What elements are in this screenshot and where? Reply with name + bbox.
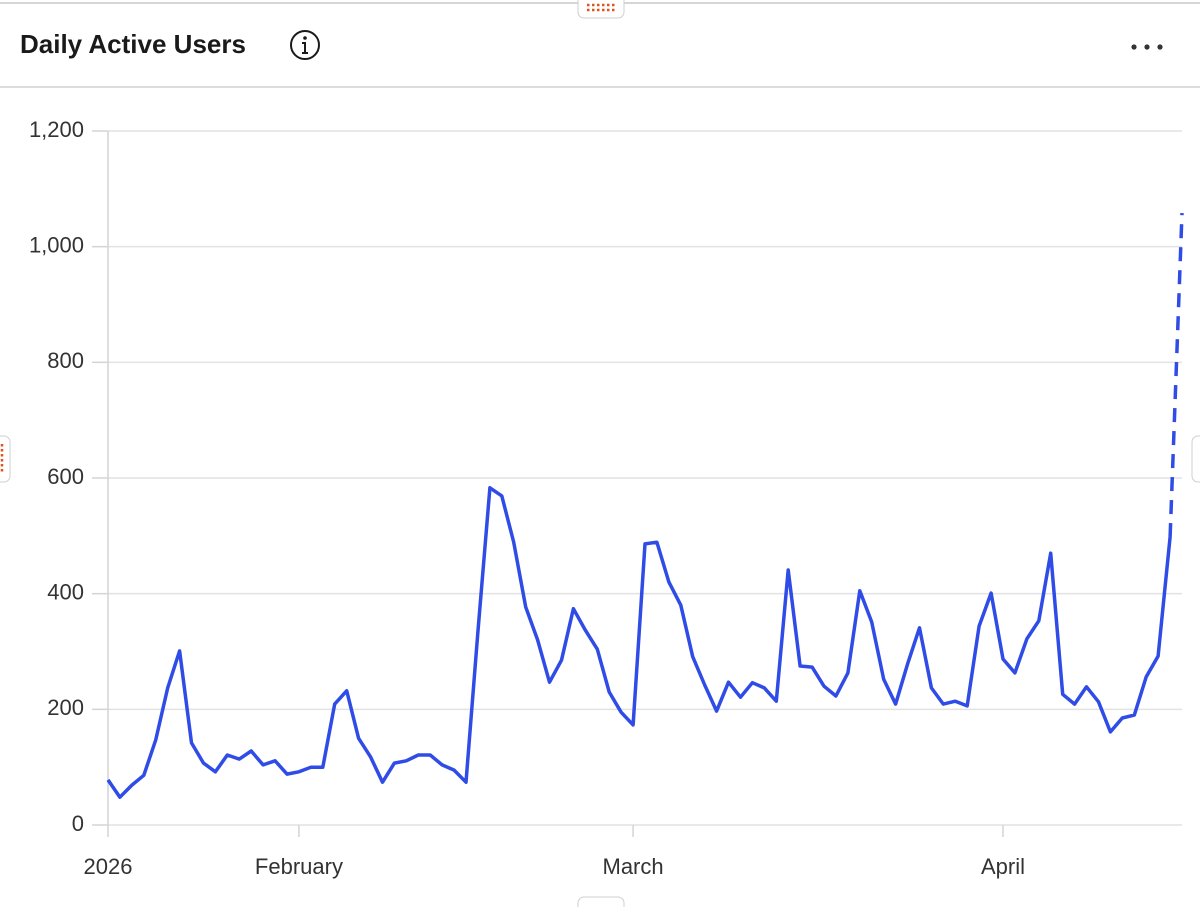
y-tick-label: 800: [47, 348, 84, 373]
chart-title: Daily Active Users: [20, 29, 246, 59]
resize-handle-right[interactable]: [1191, 435, 1200, 483]
y-tick-label: 0: [72, 811, 84, 836]
y-tick-label: 1,200: [29, 117, 84, 142]
resize-handle-left[interactable]: [0, 435, 11, 483]
x-tick-label: 2026: [84, 854, 133, 879]
x-tick-label: March: [603, 854, 664, 879]
x-tick-label: April: [981, 854, 1025, 879]
y-tick-label: 600: [47, 464, 84, 489]
resize-handle-bottom[interactable]: [577, 896, 625, 912]
data-line: [106, 486, 1172, 799]
y-tick-label: 1,000: [29, 232, 84, 257]
y-tick-label: 200: [47, 695, 84, 720]
data-line-incomplete: [1168, 213, 1184, 538]
y-tick-label: 400: [47, 579, 84, 604]
info-icon[interactable]: [290, 30, 320, 60]
more-menu[interactable]: [1131, 44, 1163, 50]
x-tick-label: February: [255, 854, 343, 879]
resize-handle-top[interactable]: [577, 0, 625, 19]
